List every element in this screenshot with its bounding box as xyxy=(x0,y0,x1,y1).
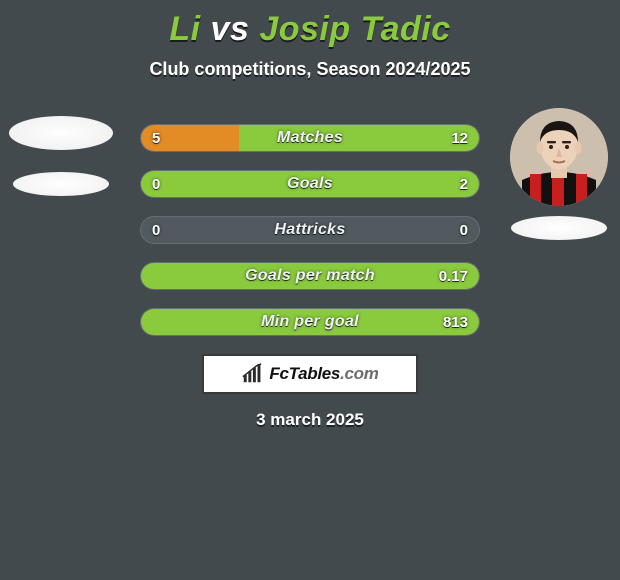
stat-value-right: 12 xyxy=(451,124,468,152)
fctables-logo: FcTables.com xyxy=(202,354,418,394)
player-right xyxy=(504,108,614,240)
stats-column: Matches512Goals02Hattricks00Goals per ma… xyxy=(140,124,480,354)
player-name-pill xyxy=(511,216,607,240)
stat-label: Min per goal xyxy=(140,308,480,336)
stat-value-left: 5 xyxy=(152,124,160,152)
stat-label: Goals xyxy=(140,170,480,198)
player-name-pill xyxy=(13,172,109,196)
stat-value-right: 0 xyxy=(460,216,468,244)
comparison-card: Li vs Josip Tadic Club competitions, Sea… xyxy=(0,0,620,580)
title-vs: vs xyxy=(211,10,250,48)
title-player2: Josip Tadic xyxy=(259,10,450,48)
avatar xyxy=(510,108,608,206)
bar-chart-icon xyxy=(241,363,263,385)
player-photo-icon xyxy=(510,108,608,206)
stat-value-right: 2 xyxy=(460,170,468,198)
page-title: Li vs Josip Tadic xyxy=(0,10,620,49)
stat-label: Goals per match xyxy=(140,262,480,290)
stat-value-right: 0.17 xyxy=(439,262,468,290)
stat-label: Matches xyxy=(140,124,480,152)
avatar-placeholder xyxy=(9,116,113,150)
stat-row: Goals0 2 xyxy=(140,170,480,198)
stat-row: Hattricks0 0 xyxy=(140,216,480,244)
stat-value-right: 813 xyxy=(443,308,468,336)
footer-date: 3 march 2025 xyxy=(0,410,620,430)
stat-value-left: 0 xyxy=(152,216,160,244)
stat-value-left: 0 xyxy=(152,170,160,198)
subtitle: Club competitions, Season 2024/2025 xyxy=(0,59,620,80)
stat-row: Goals per match0.17 xyxy=(140,262,480,290)
logo-text: FcTables.com xyxy=(269,364,378,384)
stat-row: Matches5 12 xyxy=(140,124,480,152)
player-left xyxy=(6,108,116,196)
title-player1: Li xyxy=(169,10,200,48)
stat-label: Hattricks xyxy=(140,216,480,244)
stat-row: Min per goal813 xyxy=(140,308,480,336)
